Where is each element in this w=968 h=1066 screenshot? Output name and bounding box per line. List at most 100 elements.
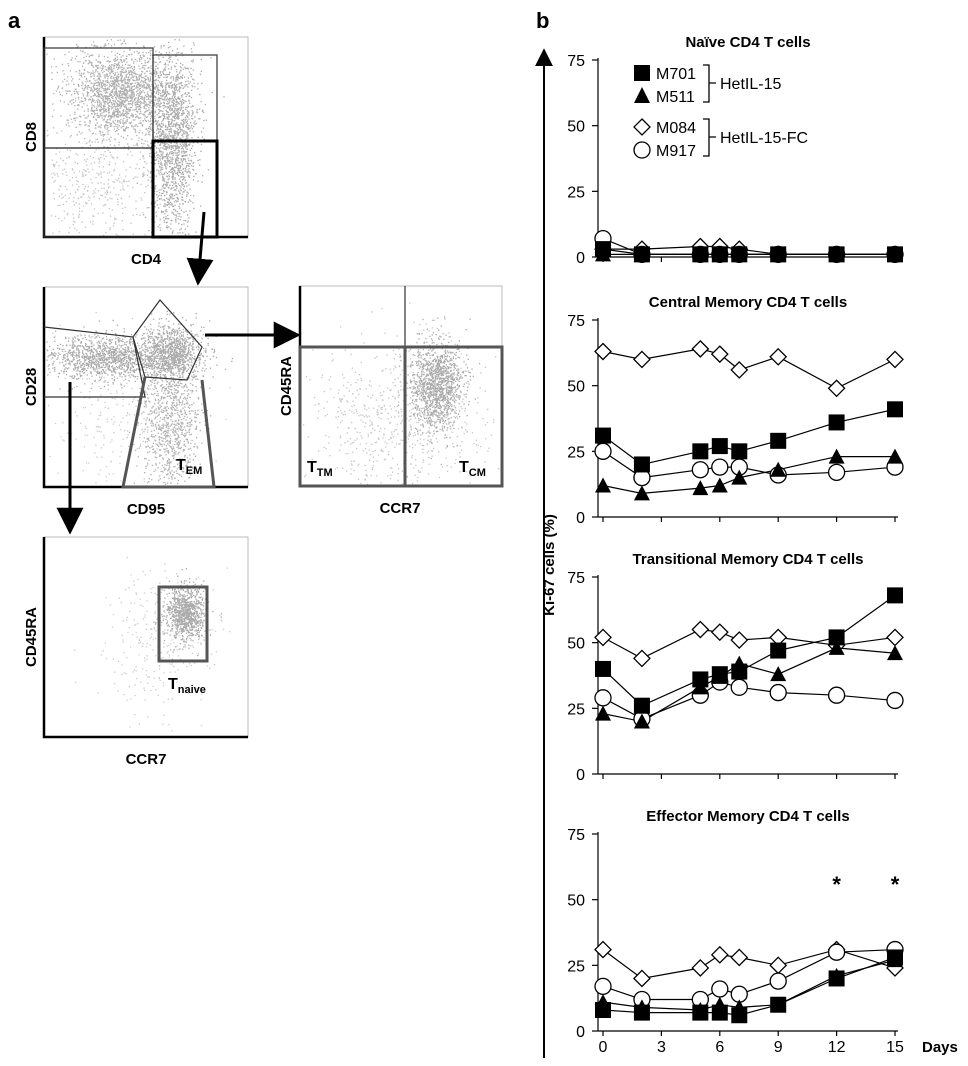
point-M917 — [594, 689, 612, 707]
gate-naive-label: Tnaive — [168, 676, 206, 696]
point-M701 — [595, 1001, 611, 1018]
point-M917 — [769, 972, 787, 990]
y-label: CD45RA — [23, 607, 40, 667]
y-label: CD8 — [23, 122, 40, 152]
point-M511 — [595, 477, 611, 493]
series-line-M511 — [602, 959, 896, 1011]
x-label: CD4 — [131, 251, 162, 268]
point-M511 — [633, 713, 650, 729]
point-M084 — [886, 350, 904, 369]
point-M511 — [770, 461, 787, 477]
significance-star: * — [832, 872, 841, 897]
legend-label: M511 — [656, 89, 695, 106]
circle-open-marker — [633, 141, 651, 159]
point-M701 — [711, 1004, 728, 1021]
gate-em-label: TEM — [176, 457, 202, 477]
point-M701 — [633, 697, 650, 714]
point-M701 — [828, 246, 845, 263]
point-M084 — [691, 339, 710, 358]
significance-star: * — [891, 872, 900, 897]
point-M701 — [595, 241, 611, 258]
square-filled-marker — [634, 65, 650, 81]
series-line-M701 — [602, 594, 896, 707]
point-M917 — [711, 458, 729, 476]
legend-bracket-hetil15fc — [703, 118, 716, 157]
point-M701 — [711, 666, 728, 683]
point-M701 — [711, 246, 728, 263]
x-label: CCR7 — [380, 500, 421, 517]
point-M511 — [828, 639, 845, 655]
point-M084 — [633, 649, 651, 668]
point-M701 — [595, 660, 611, 677]
x-axis-title: Days — [922, 1039, 958, 1056]
y-tick-label: 0 — [576, 250, 585, 267]
point-M701 — [633, 456, 650, 473]
point-M701 — [692, 246, 709, 263]
point-M084 — [691, 959, 710, 977]
y-tick-label: 25 — [567, 444, 585, 461]
point-M084 — [710, 623, 729, 642]
point-M084 — [710, 945, 729, 964]
legend-label: M084 — [656, 120, 696, 137]
y-tick-label: 75 — [567, 827, 585, 844]
y-tick-label: 75 — [567, 313, 585, 330]
y-tick-label: 75 — [567, 570, 585, 587]
point-M511 — [887, 645, 903, 661]
flow-plot-cd95-cd28: TEM CD95 CD28 — [23, 286, 249, 518]
axis-frame — [42, 537, 248, 739]
x-label: CCR7 — [126, 751, 167, 768]
point-M701 — [887, 246, 903, 263]
point-M084 — [594, 342, 612, 361]
point-M701 — [633, 246, 650, 263]
series-line-M917 — [602, 949, 896, 1001]
point-M701 — [887, 401, 903, 418]
y-tick-label: 25 — [567, 701, 585, 718]
series-line-M511 — [602, 456, 895, 495]
point-M084 — [594, 628, 612, 647]
point-M701 — [828, 629, 845, 646]
series-line-M917 — [602, 450, 896, 479]
point-M701 — [770, 432, 787, 449]
gate-naive — [157, 585, 209, 663]
point-M701 — [887, 949, 903, 966]
point-M511 — [731, 469, 748, 485]
legend-item-M701: M701 — [634, 65, 696, 83]
point-M701 — [595, 427, 611, 444]
y-label: CD45RA — [278, 356, 295, 416]
y-tick-label: 50 — [567, 119, 585, 136]
diamond-open-marker — [633, 118, 651, 136]
point-M917 — [827, 943, 846, 961]
point-M701 — [770, 642, 787, 659]
point-M917 — [730, 678, 748, 696]
y-tick-label: 25 — [567, 184, 585, 201]
gate-cm — [132, 299, 203, 381]
gate-cd4 — [151, 139, 219, 239]
series-line-M917 — [602, 681, 896, 720]
point-M511 — [633, 485, 650, 501]
gate-dn — [43, 147, 154, 238]
cloud-dn — [46, 39, 225, 237]
x-tick-label: 15 — [886, 1039, 904, 1056]
point-M701 — [692, 671, 709, 688]
x-tick-label: 12 — [828, 1039, 846, 1056]
legend-label: M917 — [656, 143, 696, 160]
y-tick-label: 0 — [576, 1024, 585, 1041]
point-M701 — [731, 663, 748, 680]
point-M917 — [711, 980, 729, 998]
point-M917 — [594, 977, 612, 995]
x-tick-label: 9 — [774, 1039, 783, 1056]
chart-title: Naïve CD4 T cells — [685, 34, 810, 51]
y-tick-label: 50 — [567, 379, 585, 396]
flow-plot-cd4-cd8: CD4 CD8 — [23, 36, 249, 268]
point-M917 — [691, 461, 709, 479]
point-M084 — [730, 948, 749, 967]
x-tick-label: 0 — [599, 1039, 608, 1056]
legend-bracket-hetil15 — [703, 64, 716, 103]
flow-plot-ccr7-cd45ra-naive: Tnaive CCR7 CD45RA — [23, 536, 249, 768]
legend-label: M701 — [656, 66, 696, 83]
point-M511 — [887, 448, 903, 464]
point-M084 — [769, 956, 788, 975]
point-M084 — [594, 940, 612, 959]
